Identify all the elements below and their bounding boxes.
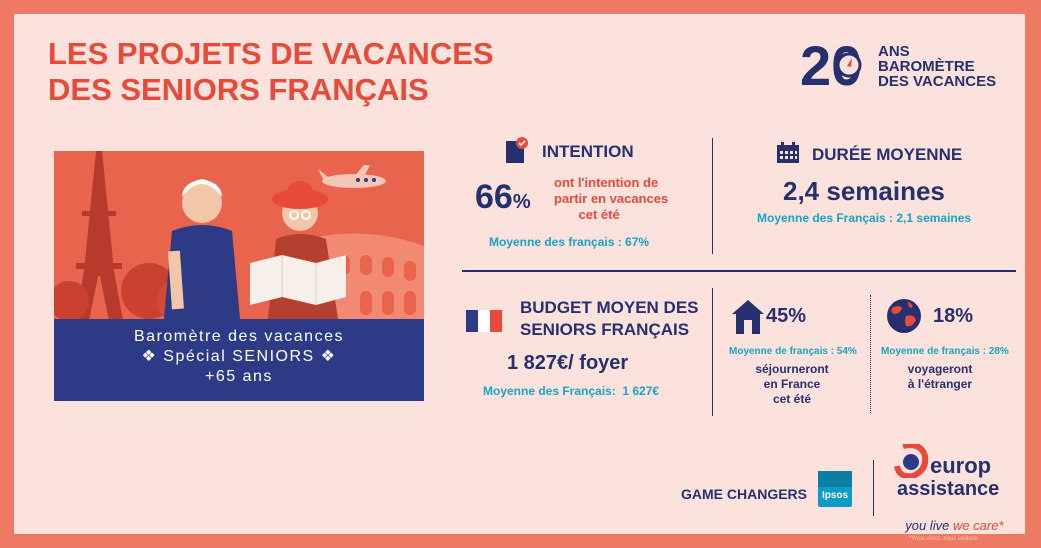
house-icon (732, 300, 764, 334)
slogan: you live we care* (898, 503, 1004, 533)
assistance-text: assistance (897, 478, 1000, 500)
intention-desc-line-1: ont l'intention de (554, 175, 659, 190)
slogan-star: * (998, 518, 1004, 533)
clipboard-check-icon (506, 137, 528, 163)
intention-desc-line-3: cet été (578, 207, 620, 222)
france-flag-icon (466, 310, 502, 332)
intention-unit: % (512, 191, 531, 213)
intention-desc-line-2: partir en vacances (554, 191, 669, 206)
europ-assistance-logo-icon (894, 444, 929, 478)
seniors-banner: Baromètre des vacances ❖ Spécial SENIORS… (54, 319, 424, 401)
divider-dotted (870, 295, 871, 413)
anniversary-badge: 20 ANS BAROMÈTRE DES VACANCES (800, 38, 1000, 98)
intention-value: 66 (475, 178, 513, 216)
footnote: *Vous vivez, nous veillons (909, 536, 979, 542)
footer-divider (873, 460, 874, 516)
budget-value: 1 827€/ foyer (507, 352, 629, 374)
budget-heading-line-2: SENIORS FRANÇAIS (520, 320, 690, 339)
intention-description: ont l'intention de partir en vacances ce… (554, 175, 668, 223)
badge-line-3: DES VACANCES (878, 73, 997, 90)
badge-line-2: BAROMÈTRE (878, 58, 975, 75)
france-average: Moyenne de français : 54% (729, 346, 857, 357)
france-desc-line-2: en France (763, 377, 821, 391)
abroad-average: Moyenne de français : 28% (881, 346, 1009, 357)
europ-text: europ (930, 453, 992, 478)
ipsos-logo-text: Ipsos (821, 490, 849, 501)
title-line-1: LES PROJETS DE VACANCES (48, 36, 494, 71)
divider-vertical-top (712, 138, 713, 254)
badge-line-1: ANS (878, 43, 910, 60)
budget-heading-line-1: BUDGET MOYEN DES (520, 298, 699, 317)
travel-illustration: Baromètre des vacances ❖ Spécial SENIORS… (54, 151, 424, 401)
abroad-desc-line-1: voyageront (907, 362, 973, 376)
banner-line-3: +65 ans (205, 368, 273, 385)
slogan-part-2: we care (952, 518, 999, 533)
intention-value-group: 66% (475, 178, 531, 217)
divider-vertical-bottom (712, 288, 713, 416)
banner-line-2: ❖ Spécial SENIORS ❖ (141, 348, 337, 365)
france-description: séjourneront en France cet été (732, 362, 852, 407)
duree-heading: DURÉE MOYENNE (812, 145, 963, 164)
duree-value: 2,4 semaines (783, 176, 945, 206)
abroad-value: 18% (933, 305, 974, 327)
game-changers-text: GAME CHANGERS (681, 486, 808, 502)
compass-icon (836, 52, 862, 78)
intention-average: Moyenne des français : 67% (489, 235, 650, 249)
intention-heading: INTENTION (542, 142, 634, 161)
banner-line-1: Baromètre des vacances (134, 328, 344, 345)
france-value: 45% (766, 305, 807, 327)
title-line-2: DES SENIORS FRANÇAIS (48, 72, 429, 107)
abroad-description: voyageront à l'étranger (890, 362, 990, 392)
calendar-icon (777, 142, 799, 163)
ipsos-logo: Ipsos (818, 471, 852, 507)
slogan-part-1: you live (905, 518, 953, 533)
divider-horizontal (462, 270, 1016, 272)
abroad-desc-line-2: à l'étranger (907, 377, 973, 391)
france-desc-line-3: cet été (772, 392, 812, 406)
duree-average: Moyenne des Français : 2,1 semaines (757, 211, 972, 225)
france-desc-line-1: séjourneront (755, 362, 829, 376)
page-title: LES PROJETS DE VACANCES DES SENIORS FRAN… (48, 36, 494, 108)
globe-icon (887, 299, 921, 333)
budget-heading: BUDGET MOYEN DES SENIORS FRANÇAIS (520, 297, 699, 341)
budget-average: Moyenne des Français: 1 627€ (483, 384, 660, 398)
